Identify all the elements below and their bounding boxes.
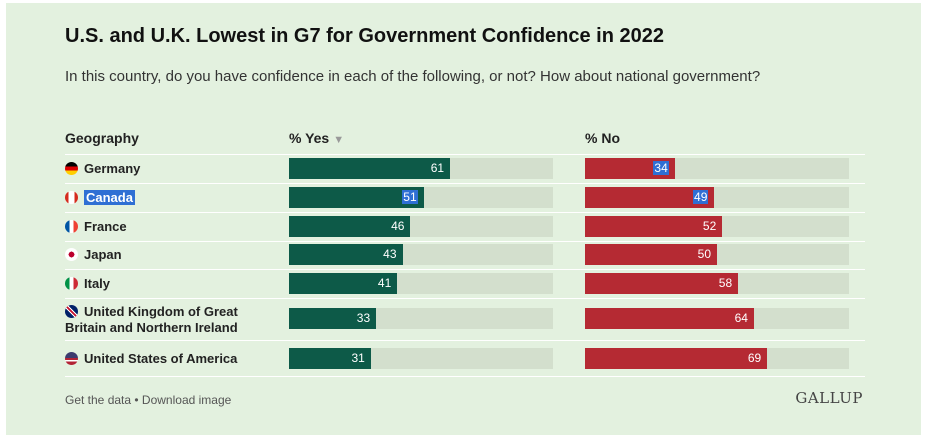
no-value-label: 50 <box>697 247 711 261</box>
country-label: Germany <box>65 161 270 177</box>
yes-value-label: 33 <box>356 311 371 325</box>
no-bar-track: 58 <box>585 273 849 294</box>
no-bar[interactable] <box>585 308 754 329</box>
yes-bar-track: 33 <box>289 308 553 329</box>
yes-bar-track: 41 <box>289 273 553 294</box>
country-name: Germany <box>84 161 141 176</box>
no-bar[interactable] <box>585 348 768 369</box>
country-label: Japan <box>65 247 270 263</box>
yes-header-label: % Yes <box>289 130 330 146</box>
chart-title: U.S. and U.K. Lowest in G7 for Governmen… <box>65 25 664 47</box>
country-label: France <box>65 219 270 235</box>
row-divider <box>65 212 865 213</box>
geography-header: Geography <box>65 130 139 146</box>
no-value-label: 52 <box>702 219 717 233</box>
no-value-label: 69 <box>747 351 762 365</box>
yes-header[interactable]: % Yes ▼ <box>289 130 344 146</box>
no-value-label: 49 <box>693 190 709 204</box>
country-label: United States of America <box>65 351 270 367</box>
no-bar-track: 69 <box>585 348 849 369</box>
no-bar-track: 34 <box>585 158 849 179</box>
no-value-label: 34 <box>653 161 669 175</box>
no-bar[interactable] <box>585 187 715 208</box>
yes-value-label: 41 <box>377 276 392 290</box>
chart-card: U.S. and U.K. Lowest in G7 for Governmen… <box>6 3 921 435</box>
yes-bar[interactable] <box>289 158 451 179</box>
yes-bar-track: 43 <box>289 244 553 265</box>
yes-bar[interactable] <box>289 187 424 208</box>
country-label: Italy <box>65 276 270 292</box>
row-divider <box>65 183 865 184</box>
no-value-label: 58 <box>718 276 733 290</box>
no-bar-track: 50 <box>585 244 849 265</box>
yes-value-label: 31 <box>351 351 365 365</box>
yes-bar[interactable] <box>289 348 371 369</box>
gallup-logo: GALLUP <box>795 389 863 407</box>
yes-bar[interactable] <box>289 308 377 329</box>
no-value-label: 64 <box>734 311 748 325</box>
download-image-link[interactable]: Download image <box>141 393 232 407</box>
no-header-label: % No <box>585 130 620 146</box>
france-flag-icon <box>65 220 78 233</box>
yes-bar-track: 51 <box>289 187 553 208</box>
country-label: Canada <box>65 190 270 206</box>
no-bar[interactable] <box>585 216 723 237</box>
no-bar-track: 49 <box>585 187 849 208</box>
yes-value-label: 51 <box>402 190 418 204</box>
country-name: Italy <box>84 276 111 291</box>
row-divider <box>65 269 865 270</box>
yes-bar-track: 31 <box>289 348 553 369</box>
japan-flag-icon <box>65 248 78 261</box>
yes-value-label: 46 <box>391 219 405 233</box>
sort-down-icon[interactable]: ▼ <box>333 134 345 146</box>
no-bar-track: 52 <box>585 216 849 237</box>
row-divider <box>65 241 865 242</box>
no-bar-track: 64 <box>585 308 849 329</box>
chart-subtitle: In this country, do you have confidence … <box>65 68 761 85</box>
geography-header-label: Geography <box>65 130 139 146</box>
footer-separator: • <box>131 393 142 407</box>
country-name: Japan <box>84 247 122 262</box>
row-divider <box>65 376 865 377</box>
header-divider <box>65 154 865 155</box>
yes-bar[interactable] <box>289 216 411 237</box>
country-name: United Kingdom of Great Britain and Nort… <box>65 304 238 335</box>
yes-value-label: 61 <box>430 161 445 175</box>
country-name: United States of America <box>84 351 238 366</box>
no-bar[interactable] <box>585 244 717 265</box>
usa-flag-icon <box>65 352 78 365</box>
no-bar[interactable] <box>585 158 675 179</box>
yes-bar[interactable] <box>289 273 398 294</box>
yes-bar-track: 61 <box>289 158 553 179</box>
row-divider <box>65 298 865 299</box>
uk-flag-icon <box>65 305 78 318</box>
canada-flag-icon <box>65 191 78 204</box>
country-label: United Kingdom of Great Britain and Nort… <box>65 304 270 336</box>
row-divider <box>65 340 865 341</box>
yes-bar-track: 46 <box>289 216 553 237</box>
footer: Get the data • Download image <box>65 393 231 407</box>
no-header[interactable]: % No <box>585 130 620 146</box>
yes-value-label: 43 <box>383 247 397 261</box>
country-name: France <box>84 219 127 234</box>
get-data-link[interactable]: Get the data <box>65 393 132 407</box>
country-name: Canada <box>84 190 135 205</box>
no-bar[interactable] <box>585 273 739 294</box>
germany-flag-icon <box>65 162 78 175</box>
italy-flag-icon <box>65 277 78 290</box>
yes-bar[interactable] <box>289 244 403 265</box>
